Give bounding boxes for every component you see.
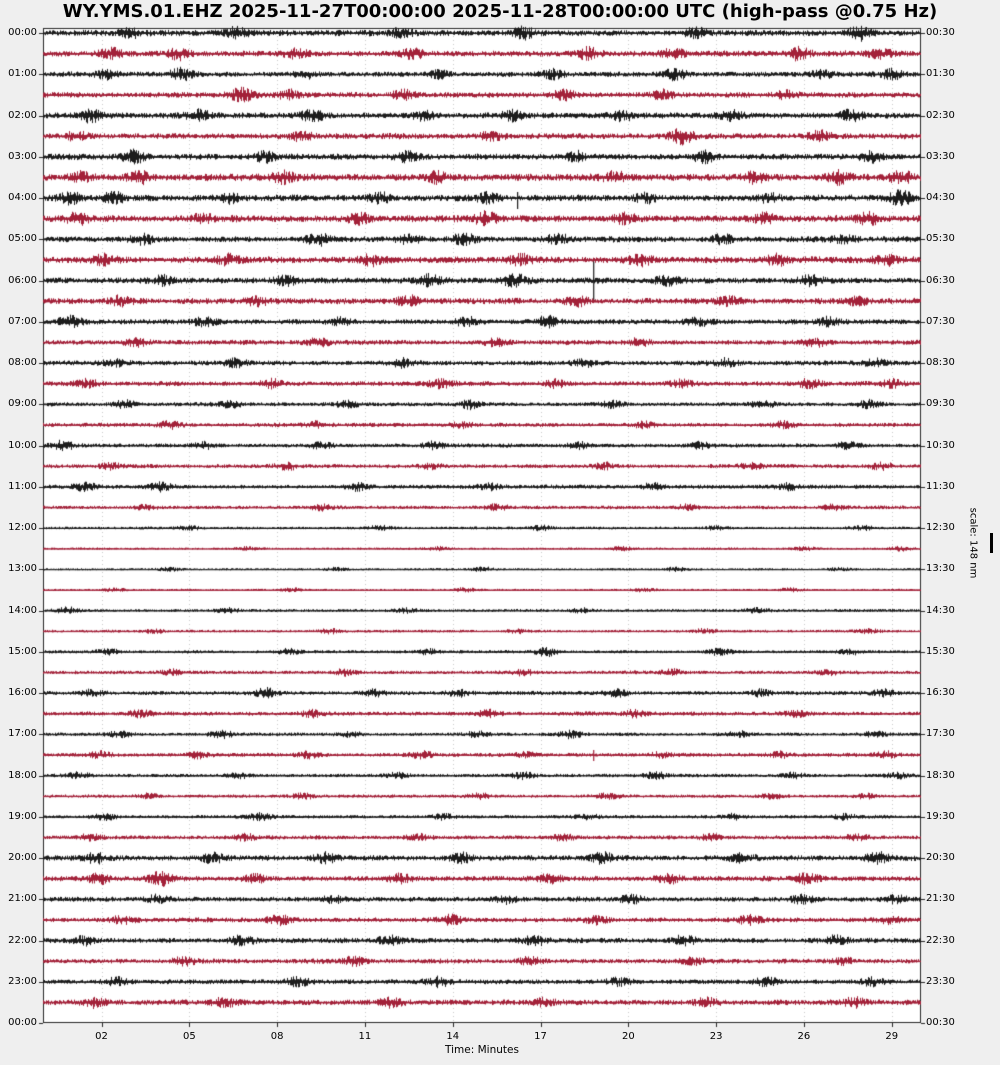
right-time-label: 23:30: [926, 975, 955, 987]
left-time-label: 05:00: [8, 233, 37, 245]
right-time-label: 04:30: [926, 192, 955, 203]
x-tick-label: 11: [358, 1031, 372, 1042]
right-time-label: 06:30: [926, 274, 955, 286]
left-time-label: 08:00: [8, 357, 37, 368]
left-time-label: 09:00: [8, 398, 37, 410]
right-time-label: 09:30: [926, 398, 955, 410]
left-time-label: 21:00: [8, 893, 37, 905]
x-tick-label: 05: [182, 1031, 196, 1042]
right-time-label: 19:30: [926, 810, 955, 822]
right-time-label: 22:30: [926, 934, 955, 946]
left-time-label: 02:00: [8, 109, 37, 121]
left-time-label: 00:00: [8, 1017, 37, 1028]
left-time-label: 23:00: [8, 975, 37, 987]
left-time-label: 16:00: [8, 687, 37, 698]
right-time-label: 03:30: [926, 150, 955, 162]
left-time-label: 10:00: [8, 439, 37, 451]
x-tick-label: 14: [446, 1031, 460, 1042]
scale-bar: [990, 533, 993, 553]
left-time-label: 20:00: [8, 852, 37, 863]
left-time-label: 03:00: [8, 150, 37, 162]
right-time-label: 05:30: [926, 233, 955, 245]
right-time-label: 15:30: [926, 645, 955, 657]
right-time-label: 13:30: [926, 563, 955, 575]
right-time-label: 01:30: [926, 68, 955, 80]
left-time-label: 17:00: [8, 728, 37, 740]
scale-annotation: scale: 148 nm: [967, 507, 979, 579]
right-time-label: 08:30: [926, 357, 955, 368]
left-time-label: 00:00: [8, 27, 37, 38]
right-time-label: 18:30: [926, 769, 955, 781]
right-time-label: 21:30: [926, 893, 955, 905]
left-time-label: 14:00: [8, 604, 37, 616]
right-time-label: 02:30: [926, 109, 955, 121]
left-time-label: 04:00: [8, 192, 37, 203]
right-time-label: 12:30: [926, 522, 955, 533]
left-time-label: 13:00: [8, 563, 37, 575]
right-time-label: 11:30: [926, 480, 955, 492]
right-time-label: 07:30: [926, 315, 955, 327]
left-time-label: 12:00: [8, 522, 37, 533]
figure-title: WY.YMS.01.EHZ 2025-11-27T00:00:00 2025-1…: [62, 1, 938, 22]
x-tick-label: 26: [797, 1031, 811, 1042]
left-time-label: 01:00: [8, 68, 37, 80]
right-time-label: 00:30: [926, 27, 955, 38]
right-time-label: 20:30: [926, 852, 955, 863]
left-time-label: 19:00: [8, 810, 37, 822]
x-tick-label: 29: [885, 1031, 899, 1042]
left-time-label: 06:00: [8, 274, 37, 286]
left-time-label: 11:00: [8, 480, 37, 492]
right-time-label: 00:30: [926, 1017, 955, 1028]
x-tick-label: 23: [709, 1031, 723, 1042]
right-time-label: 17:30: [926, 728, 955, 740]
left-time-label: 18:00: [8, 769, 37, 781]
x-axis-title: Time: Minutes: [445, 1044, 519, 1056]
x-tick-label: 17: [534, 1031, 547, 1042]
right-time-label: 10:30: [926, 439, 955, 451]
right-time-label: 16:30: [926, 687, 955, 698]
left-time-label: 15:00: [8, 645, 37, 657]
right-time-label: 14:30: [926, 604, 955, 616]
left-time-label: 22:00: [8, 934, 37, 946]
x-tick-label: 20: [621, 1031, 635, 1042]
x-tick-label: 08: [270, 1031, 284, 1042]
x-tick-label: 02: [95, 1031, 108, 1042]
left-time-label: 07:00: [8, 315, 37, 327]
